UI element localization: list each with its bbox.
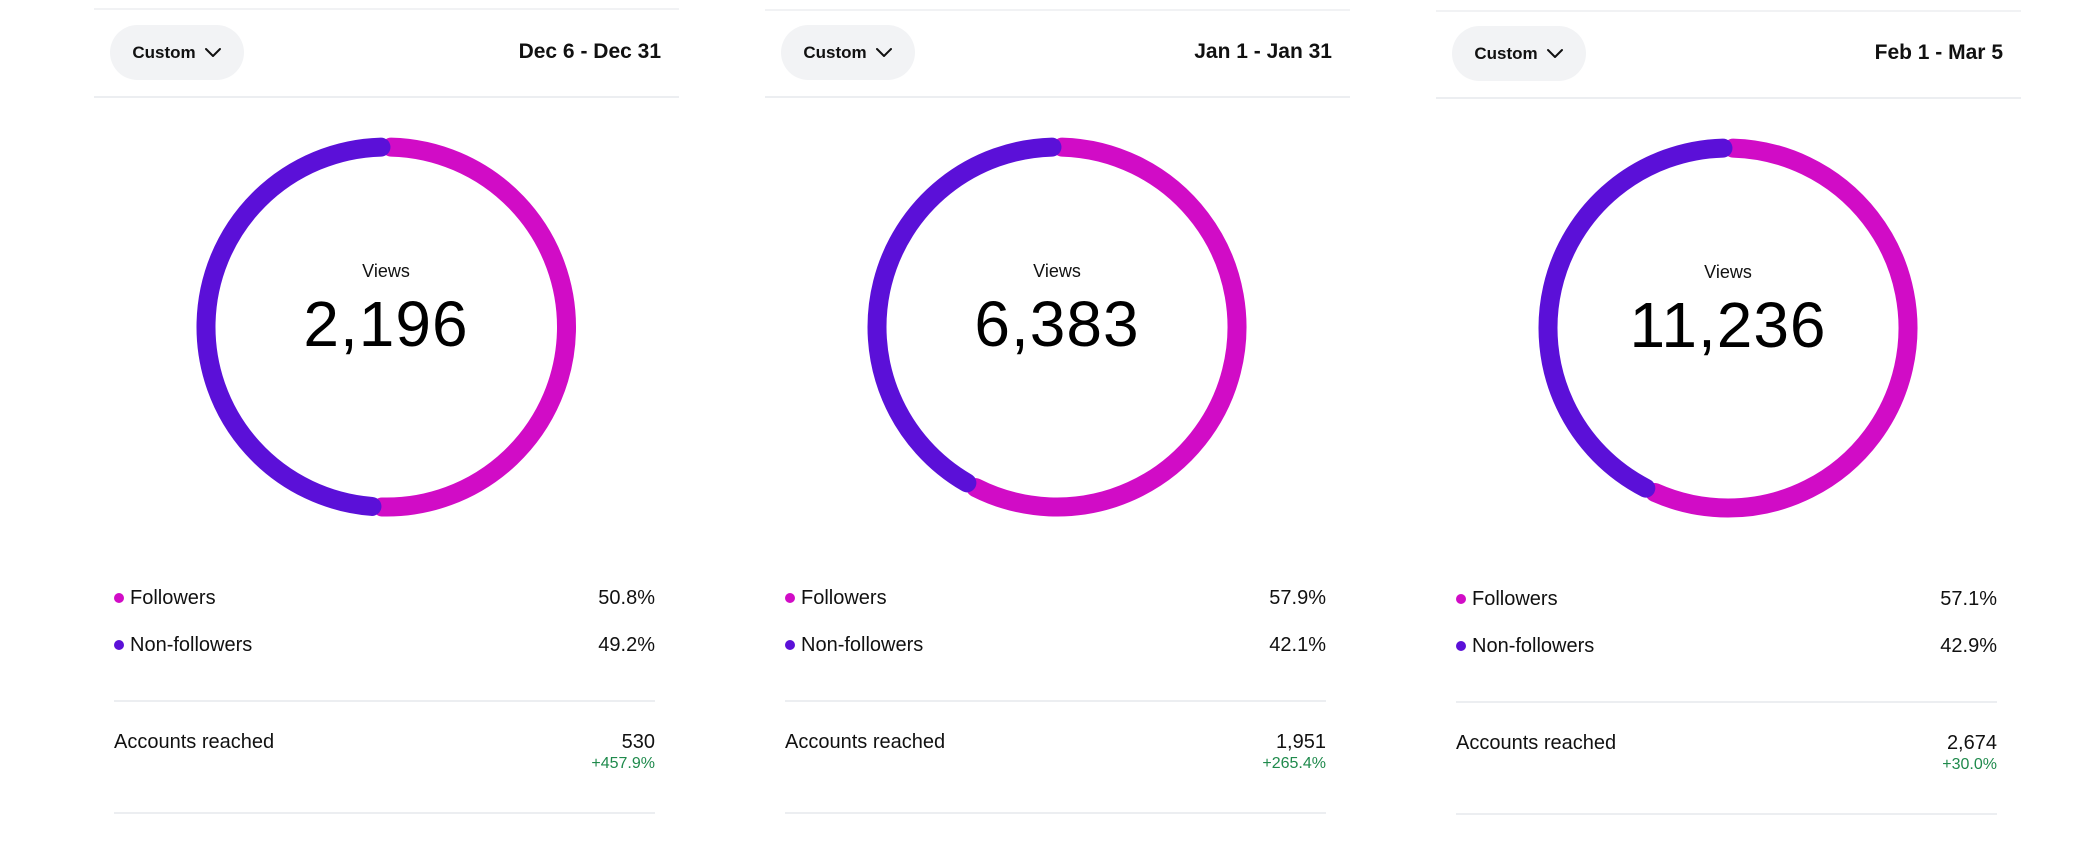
views-donut-chart [1538,138,1918,518]
views-label: Views [1033,261,1081,281]
non-followers-dot-icon [785,640,795,650]
top-divider [94,8,679,10]
custom-range-label: Custom [132,42,196,62]
legend-label: Followers [1472,587,1558,610]
accounts-reached-change: +265.4% [1262,755,1326,772]
legend-percent: 57.1% [1940,587,1997,610]
accounts-reached-value: 2,674 [1946,732,1997,754]
insights-panel-1: Custom Dec 6 - Dec 31 Views 2,196 Follow… [94,0,679,842]
accounts-reached-label: Accounts reached [785,731,946,753]
legend-followers: Followers 57.1% [1456,585,1997,613]
legend-label: Non-followers [1472,634,1595,657]
bottom-divider [785,812,1326,814]
insights-panel-3: Custom Feb 1 - Mar 5 Views 11,236 Follow… [1436,0,2021,842]
donut-segment-followers [966,137,1247,517]
chevron-down-icon [1546,48,1563,58]
legend-label: Non-followers [130,633,253,656]
bottom-divider [114,812,655,814]
bottom-divider [1456,813,1997,815]
custom-range-button[interactable]: Custom [110,25,244,80]
legend-percent: 42.9% [1940,634,1997,657]
insights-panel-2: Custom Jan 1 - Jan 31 Views 6,383 Follow… [765,0,1350,842]
followers-dot-icon [785,593,795,603]
views-donut-chart [196,137,577,517]
chevron-down-icon [875,47,892,57]
followers-dot-icon [1456,594,1466,604]
legend-label: Followers [801,586,887,609]
legend-percent: 49.2% [598,633,655,656]
legend-non-followers: Non-followers 42.9% [1456,632,1997,660]
views-label: Views [1704,262,1752,282]
section-divider [1456,701,1997,703]
date-range-label: Feb 1 - Mar 5 [1874,41,2003,64]
accounts-reached-change: +30.0% [1942,756,1997,773]
date-range-label: Dec 6 - Dec 31 [518,40,661,63]
legend-followers: Followers 50.8% [114,584,655,612]
views-donut-chart [867,137,1247,517]
non-followers-dot-icon [114,640,124,650]
legend-non-followers: Non-followers 49.2% [114,631,655,659]
section-divider [785,700,1326,702]
non-followers-dot-icon [1456,641,1466,651]
chevron-down-icon [204,47,221,57]
accounts-reached-value: 1,951 [1275,731,1326,753]
legend-label: Non-followers [801,633,924,656]
legend-percent: 57.9% [1269,586,1326,609]
top-divider [765,9,1350,11]
header-divider [765,96,1350,98]
views-count: 11,236 [1629,289,1827,361]
custom-range-button[interactable]: Custom [781,25,915,80]
views-count: 2,196 [303,288,469,360]
accounts-reached-label: Accounts reached [114,731,275,753]
legend-followers: Followers 57.9% [785,584,1326,612]
donut-segment-followers [1645,138,1918,518]
custom-range-button[interactable]: Custom [1452,26,1586,81]
accounts-reached-value: 530 [621,731,655,753]
views-count: 6,383 [974,288,1140,360]
followers-dot-icon [114,593,124,603]
section-divider [114,700,655,702]
custom-range-label: Custom [803,42,867,62]
legend-percent: 50.8% [598,586,655,609]
top-divider [1436,10,2021,12]
legend-non-followers: Non-followers 42.1% [785,631,1326,659]
accounts-reached-label: Accounts reached [1456,732,1617,754]
custom-range-label: Custom [1474,43,1538,63]
donut-segment-non-followers [1538,138,1733,498]
accounts-reached-change: +457.9% [591,755,655,772]
date-range-label: Jan 1 - Jan 31 [1194,40,1332,63]
legend-label: Followers [130,586,216,609]
header-divider [1436,97,2021,99]
views-label: Views [362,261,410,281]
donut-segment-non-followers [867,137,1062,493]
donut-segment-followers [372,137,577,517]
donut-segment-non-followers [196,137,391,516]
header-divider [94,96,679,98]
legend-percent: 42.1% [1269,633,1326,656]
